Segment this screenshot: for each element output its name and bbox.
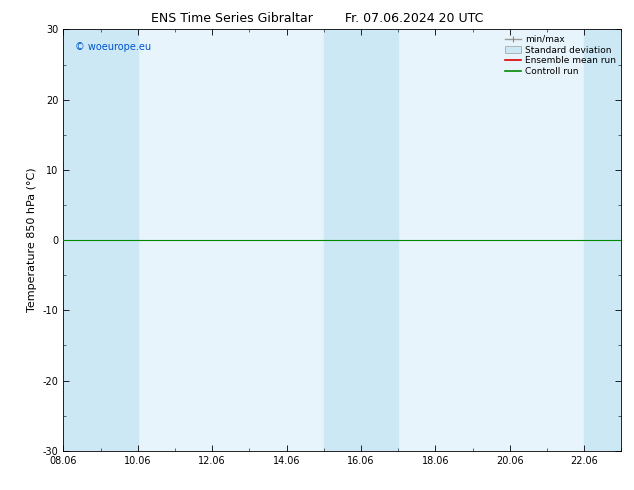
Bar xyxy=(101,29,138,451)
Bar xyxy=(584,29,621,451)
Text: © woeurope.eu: © woeurope.eu xyxy=(75,42,151,52)
Text: ENS Time Series Gibraltar        Fr. 07.06.2024 20 UTC: ENS Time Series Gibraltar Fr. 07.06.2024… xyxy=(151,12,483,25)
Bar xyxy=(324,29,361,451)
Y-axis label: Temperature 850 hPa (°C): Temperature 850 hPa (°C) xyxy=(27,168,37,313)
Legend: min/max, Standard deviation, Ensemble mean run, Controll run: min/max, Standard deviation, Ensemble me… xyxy=(502,32,619,79)
Bar xyxy=(361,29,398,451)
Bar xyxy=(63,29,101,451)
